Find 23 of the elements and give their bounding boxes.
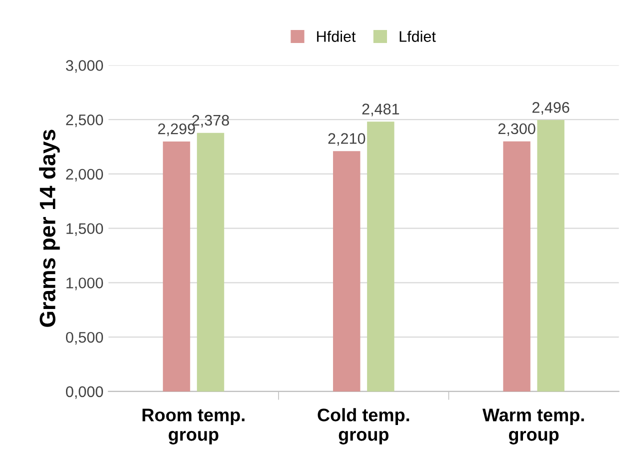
data-label: 2,300 <box>498 123 536 136</box>
legend-label: Lfdiet <box>400 30 436 42</box>
x-tick-label: Cold temp. group <box>318 408 410 444</box>
x-tick-label: Room temp. group <box>142 408 244 444</box>
bar <box>333 151 360 392</box>
data-label: 2,210 <box>328 133 366 146</box>
bar <box>537 120 564 392</box>
y-tick-label: 1,500 <box>66 223 104 236</box>
x-tick-label: Warm temp. group <box>482 408 584 444</box>
data-label: 2,496 <box>532 102 570 115</box>
data-label: 2,481 <box>362 104 400 116</box>
y-tick-label: 1,000 <box>66 278 104 290</box>
bar <box>196 132 224 392</box>
bar <box>367 122 394 392</box>
y-tick-label: 2,500 <box>66 114 104 128</box>
y-axis-title: Grams per 14 days <box>39 130 60 327</box>
y-tick-label: 0,000 <box>66 386 104 399</box>
y-tick-label: 0,500 <box>66 332 104 345</box>
y-tick-label: 3,000 <box>66 60 104 73</box>
bar <box>162 141 190 392</box>
legend-label: Hfdiet <box>317 30 356 42</box>
y-tick-label: 2,000 <box>66 168 104 182</box>
bar <box>503 141 530 392</box>
